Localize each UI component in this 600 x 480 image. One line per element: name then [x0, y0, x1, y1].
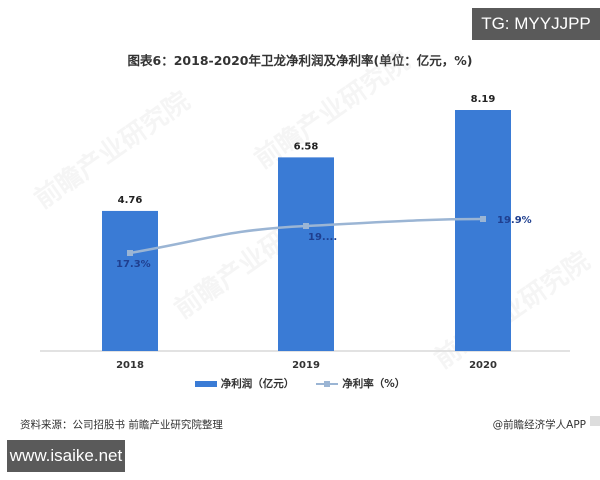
- bar-value-label: 4.76: [118, 195, 143, 206]
- bar-value-label: 6.58: [294, 141, 319, 152]
- bar-swatch-icon: [194, 380, 217, 387]
- x-tick-label: 2020: [469, 360, 497, 371]
- credit-note: @前瞻经济学人APP: [492, 419, 586, 431]
- source-note: 资料来源：公司招股书 前瞻产业研究院整理: [20, 419, 223, 431]
- x-tick-label: 2018: [116, 360, 144, 371]
- site-watermark-badge: www.isaike.net: [7, 440, 125, 472]
- legend-label: 净利润（亿元）: [220, 378, 295, 390]
- corner-mark: [590, 416, 600, 426]
- line-value-label: 19.9%: [497, 215, 532, 226]
- line-swatch-icon: [316, 380, 339, 388]
- line-value-label: 19....: [308, 232, 337, 243]
- legend-item-net-margin: 净利率（%）: [316, 376, 405, 391]
- line-value-label: 17.3%: [116, 259, 151, 270]
- tg-watermark-badge: TG: MYYJJPP: [472, 8, 600, 40]
- line-point-marker: [303, 223, 309, 229]
- line-point-marker: [480, 216, 486, 222]
- bar-2018: [102, 210, 158, 351]
- legend-item-net-profit: 净利润（亿元）: [194, 376, 295, 391]
- bar-value-label: 8.19: [471, 94, 496, 105]
- chart-legend: 净利润（亿元） 净利率（%）: [0, 376, 600, 391]
- bar-2019: [278, 157, 334, 351]
- line-point-marker: [127, 250, 133, 256]
- bar-2020: [455, 110, 511, 351]
- chart-plot-area: 4.76 2018 6.58 2019 8.19 2020 17.3% 19.... 19.9%: [40, 94, 570, 371]
- chart-title: 图表6：2018-2020年卫龙净利润及净利率(单位：亿元，%): [127, 53, 473, 68]
- legend-label: 净利率（%）: [342, 378, 406, 390]
- x-tick-label: 2019: [292, 360, 320, 371]
